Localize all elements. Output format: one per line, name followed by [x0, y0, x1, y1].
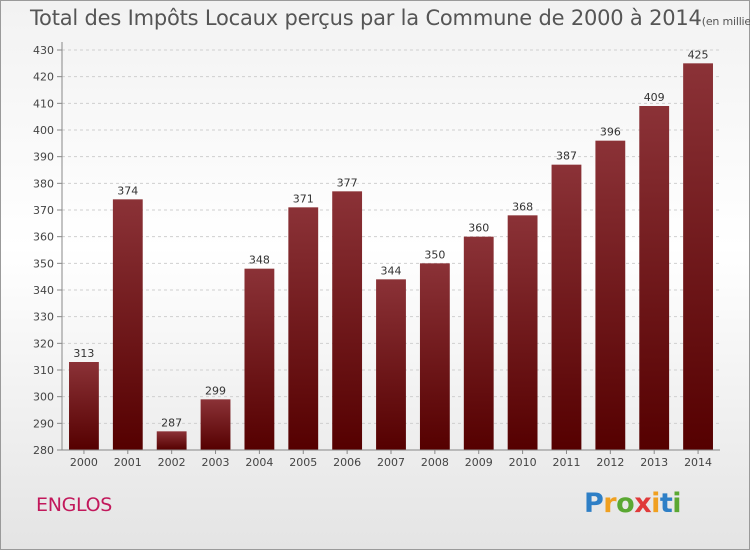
bar-2012 — [595, 140, 626, 450]
data-labels: 313 374 287 299 348 371 377 344 350 360 368 387 396 4… — [73, 48, 708, 429]
bar-2003 — [200, 399, 231, 450]
data-label: 299 — [205, 384, 226, 397]
logo-letter: t — [659, 488, 673, 519]
data-label: 387 — [556, 150, 577, 163]
chart-title-text: Total des Impôts Locaux perçus par la Co… — [30, 6, 702, 30]
data-label: 348 — [249, 254, 270, 267]
bar-2002 — [156, 431, 187, 450]
bar-2000 — [69, 362, 99, 450]
y-tick-label: 400 — [33, 124, 54, 137]
logo-letter: o — [616, 488, 635, 519]
bar-2001 — [112, 199, 143, 450]
x-tick-label: 2005 — [289, 456, 317, 469]
y-tick-label: 300 — [33, 391, 54, 404]
chart-title-unit: (en milliers d'€) — [701, 15, 750, 28]
y-tick-label: 330 — [33, 311, 54, 324]
x-tick-label: 2009 — [465, 456, 493, 469]
chart-title: Total des Impôts Locaux perçus par la Co… — [30, 6, 750, 30]
y-tick-label: 370 — [33, 204, 54, 217]
bar-2006 — [332, 191, 363, 451]
logo-letter: i — [651, 488, 660, 519]
y-tick-label: 430 — [33, 44, 54, 57]
y-tick-label: 340 — [33, 284, 54, 297]
bar-2014 — [683, 63, 713, 450]
bar-2009 — [463, 236, 494, 450]
commune-name: ENGLOS — [36, 494, 113, 516]
bar-2010 — [507, 215, 538, 450]
y-tick-label: 320 — [33, 337, 54, 350]
data-label: 377 — [337, 176, 358, 189]
data-label: 425 — [688, 48, 709, 61]
y-tick-label: 390 — [33, 151, 54, 164]
x-tick-label: 2001 — [114, 456, 142, 469]
data-label: 409 — [644, 91, 665, 104]
y-tick-label: 280 — [33, 444, 54, 457]
x-tick-label: 2010 — [509, 456, 537, 469]
data-label: 368 — [512, 200, 533, 213]
y-tick-label: 310 — [33, 364, 54, 377]
x-tick-label: 2008 — [421, 456, 449, 469]
data-label: 360 — [468, 222, 489, 235]
y-tick-label: 410 — [33, 97, 54, 110]
bar-2008 — [419, 263, 450, 450]
logo-letter: r — [603, 488, 617, 519]
x-tick-label: 2000 — [70, 456, 98, 469]
y-tick-label: 420 — [33, 71, 54, 84]
x-tick-label: 2007 — [377, 456, 405, 469]
bars — [69, 63, 713, 451]
logo-letter: P — [584, 488, 604, 519]
data-label: 374 — [117, 184, 138, 197]
y-tick-label: 290 — [33, 417, 54, 430]
x-tick-label: 2012 — [596, 456, 624, 469]
x-tick-label: 2003 — [202, 456, 230, 469]
x-tick-label: 2013 — [640, 456, 668, 469]
y-tick-label: 350 — [33, 257, 54, 270]
logo-letter: x — [634, 488, 652, 519]
bar-2007 — [376, 279, 406, 450]
axes: 280 290 300 310 320 330 340 350 360 370 380 390 400 4… — [33, 42, 720, 469]
x-tick-label: 2002 — [158, 456, 186, 469]
x-tick-label: 2014 — [684, 456, 712, 469]
data-label: 396 — [600, 126, 621, 139]
y-tick-label: 380 — [33, 177, 54, 190]
data-label: 371 — [293, 192, 314, 205]
bar-2005 — [288, 207, 319, 450]
x-tick-label: 2006 — [333, 456, 361, 469]
x-tick-label: 2004 — [245, 456, 273, 469]
bar-2013 — [639, 106, 670, 450]
data-label: 344 — [381, 264, 402, 277]
data-label: 313 — [73, 347, 94, 360]
bar-2011 — [551, 164, 582, 450]
bar-2004 — [244, 268, 275, 450]
data-label: 287 — [161, 416, 182, 429]
proxiti-logo: Proxiti — [584, 488, 682, 519]
logo-letter: i — [672, 488, 682, 519]
x-tick-label: 2011 — [552, 456, 580, 469]
y-tick-label: 360 — [33, 231, 54, 244]
data-label: 350 — [424, 248, 445, 261]
